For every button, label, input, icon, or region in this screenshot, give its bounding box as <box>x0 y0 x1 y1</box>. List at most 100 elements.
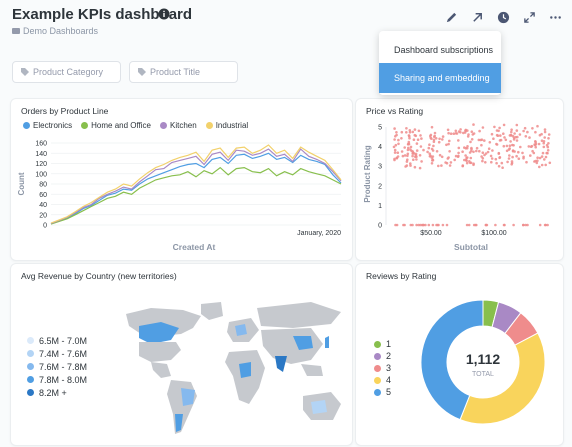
scatter-point <box>402 223 405 227</box>
legend-item[interactable]: Industrial <box>205 121 248 130</box>
scatter-point <box>508 154 511 157</box>
scatter-point <box>431 223 435 227</box>
scatter-point <box>466 145 469 148</box>
scatter-point <box>515 139 519 142</box>
filter-product-category[interactable]: Product Category <box>12 61 121 83</box>
donut-chart[interactable]: 1,112 TOTAL <box>356 264 563 445</box>
map-region-australia-highlight <box>311 400 327 414</box>
scatter-point <box>472 123 475 126</box>
scatter-point <box>440 164 443 167</box>
y-tick-label: 40 <box>39 202 47 209</box>
scatter-point <box>395 156 399 160</box>
scatter-point <box>468 160 471 163</box>
card-title: Price vs Rating <box>366 106 424 116</box>
scatter-point <box>453 158 456 162</box>
card-reviews-by-rating[interactable]: Reviews by Rating 1 2 3 4 5 1,112 TOTAL <box>355 263 564 446</box>
clock-icon[interactable] <box>496 10 510 24</box>
scatter-point <box>431 158 435 162</box>
breadcrumb[interactable]: Demo Dashboards <box>12 26 98 36</box>
scatter-point <box>408 131 412 134</box>
card-title: Orders by Product Line <box>21 106 109 116</box>
pencil-icon[interactable] <box>444 10 458 24</box>
scatter-point <box>438 137 441 141</box>
donut-legend-item[interactable]: 5 <box>374 386 391 398</box>
scatter-point <box>413 165 417 169</box>
collection-link[interactable]: Demo Dashboards <box>23 26 99 36</box>
legend-item[interactable]: Electronics <box>23 121 72 130</box>
card-price-vs-rating[interactable]: Price vs Rating 0 1 2 3 4 5 $50.00 $100.00 Su… <box>355 98 564 261</box>
more-icon[interactable] <box>548 10 562 24</box>
scatter-point <box>498 156 502 159</box>
y-tick-label: 2 <box>378 183 382 190</box>
scatter-point <box>543 128 547 131</box>
scatter-point <box>545 143 549 147</box>
card-avg-revenue-by-country[interactable]: Avg Revenue by Country (new territories)… <box>10 263 353 446</box>
map-legend-item: 6.5M - 7.0M <box>27 334 87 347</box>
scatter-point <box>526 130 529 134</box>
donut-legend-item[interactable]: 3 <box>374 362 391 374</box>
scatter-point <box>412 138 416 141</box>
filter-product-title[interactable]: Product Title <box>129 61 238 83</box>
scatter-point <box>427 223 431 227</box>
scatter-point <box>393 127 396 130</box>
scatter-point <box>448 150 451 153</box>
donut-legend-item[interactable]: 4 <box>374 374 391 386</box>
scatter-point <box>531 149 534 153</box>
scatter-point <box>534 145 537 149</box>
menu-item-dashboard-subscriptions[interactable]: Dashboard subscriptions <box>394 45 494 55</box>
map-region-africa-highlight <box>239 362 251 378</box>
scatter-point <box>403 146 406 149</box>
info-icon[interactable] <box>158 8 170 20</box>
donut-legend-item[interactable]: 2 <box>374 350 391 362</box>
scatter-point <box>449 161 453 164</box>
scatter-point <box>497 152 501 155</box>
card-orders-by-product-line[interactable]: Orders by Product Line Electronics Home … <box>10 98 353 261</box>
scatter-point <box>440 155 444 159</box>
scatter-point <box>533 143 536 146</box>
menu-item-sharing-and-embedding[interactable]: Sharing and embedding <box>379 63 501 93</box>
scatter-point <box>448 139 451 143</box>
line-chart[interactable]: 0 20 40 60 80 100 120 140 160 January, 2020 Crea… <box>11 99 352 260</box>
scatter-point <box>409 162 412 165</box>
scatter-point <box>434 137 438 140</box>
scatter-point <box>472 163 475 167</box>
card-title: Avg Revenue by Country (new territories) <box>21 271 177 281</box>
legend-item[interactable]: Home and Office <box>81 121 151 130</box>
scatter-point <box>525 160 528 164</box>
scatter-point <box>527 145 531 148</box>
y-tick-label: 140 <box>35 151 47 158</box>
scatter-point <box>395 223 399 227</box>
scatter-point <box>401 154 405 158</box>
scatter-point <box>522 223 525 227</box>
share-icon[interactable] <box>470 10 484 24</box>
scatter-point <box>522 157 525 160</box>
scatter-point <box>480 143 483 147</box>
scatter-point <box>457 139 460 142</box>
y-tick-label: 0 <box>43 223 47 230</box>
y-tick-label: 20 <box>39 212 47 219</box>
x-tick-label: $100.00 <box>481 230 506 237</box>
scatter-point <box>441 138 444 141</box>
fullscreen-icon[interactable] <box>522 10 536 24</box>
scatter-chart[interactable]: 0 1 2 3 4 5 $50.00 $100.00 Subtotal Product R… <box>356 99 563 260</box>
donut-legend-item[interactable]: 1 <box>374 338 391 350</box>
donut-slice-5 <box>420 299 484 421</box>
scatter-point <box>499 134 502 137</box>
dashboard-toolbar <box>444 10 562 24</box>
scatter-point <box>406 158 409 161</box>
scatter-point <box>475 149 478 153</box>
scatter-point <box>445 223 449 227</box>
scatter-point <box>498 126 501 130</box>
map-region-usa <box>139 342 181 362</box>
legend-item[interactable]: Kitchen <box>160 121 197 130</box>
world-map[interactable] <box>11 264 352 445</box>
scatter-point <box>503 136 506 139</box>
scatter-point <box>538 156 542 160</box>
scatter-point <box>508 134 512 137</box>
scatter-point <box>548 161 552 165</box>
scatter-point <box>492 137 495 140</box>
scatter-point <box>488 141 492 144</box>
scatter-point <box>515 129 519 132</box>
map-legend-item: 7.4M - 7.6M <box>27 347 87 360</box>
scatter-point <box>419 145 423 148</box>
